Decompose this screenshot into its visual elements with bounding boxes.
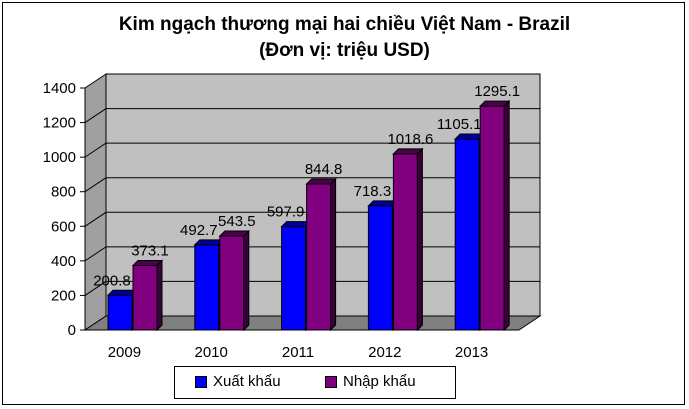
data-label: 1105.1 <box>437 116 482 133</box>
bar <box>107 294 133 331</box>
bar-side <box>416 147 423 332</box>
bar-side <box>243 229 250 332</box>
bar-side <box>156 259 163 332</box>
y-tick-label: 400 <box>51 253 76 270</box>
legend: Xuất khẩu Nhập khẩu <box>174 366 456 399</box>
data-label: 718.3 <box>354 183 392 200</box>
x-tick-label: 2010 <box>195 344 228 361</box>
bar <box>367 205 393 331</box>
data-label: 200.8 <box>93 272 131 289</box>
chart-subtitle: (Đơn vị: triệu USD) <box>259 40 430 61</box>
legend-item-export: Xuất khẩu <box>195 373 281 390</box>
chart-title: Kim ngạch thương mại hai chiều Việt Nam … <box>118 14 571 35</box>
bar <box>194 244 220 331</box>
y-tick-label: 800 <box>51 184 76 201</box>
bar-side <box>330 177 337 332</box>
legend-item-import: Nhập khẩu <box>325 373 416 390</box>
legend-swatch-import <box>325 375 337 388</box>
bar-side <box>503 99 510 332</box>
y-tick-label: 1000 <box>43 149 76 166</box>
data-label: 597.9 <box>267 204 305 221</box>
bar <box>454 138 480 331</box>
x-tick-label: 2013 <box>455 344 488 361</box>
bar <box>392 153 418 331</box>
bar <box>306 183 332 331</box>
data-label: 373.1 <box>131 243 169 260</box>
legend-label-export: Xuất khẩu <box>213 373 281 390</box>
y-tick-label: 1400 <box>43 80 76 97</box>
x-tick-label: 2012 <box>368 344 401 361</box>
data-label: 1295.1 <box>474 83 520 100</box>
legend-swatch-export <box>195 375 207 388</box>
y-tick-label: 200 <box>51 287 76 304</box>
data-label: 844.8 <box>305 161 343 178</box>
gridline <box>84 142 540 158</box>
plot-side-wall <box>84 73 107 331</box>
y-tick-label: 600 <box>51 218 76 235</box>
data-label: 543.5 <box>218 213 256 230</box>
y-tick-label: 1200 <box>43 115 76 132</box>
bar <box>219 235 245 331</box>
legend-label-import: Nhập khẩu <box>343 373 416 390</box>
bar <box>281 226 307 331</box>
gridline <box>84 108 540 123</box>
y-tick-label: 0 <box>68 322 76 339</box>
x-tick-label: 2011 <box>282 344 314 361</box>
data-label: 492.7 <box>180 222 218 239</box>
bar <box>479 105 505 331</box>
x-tick-label: 2009 <box>108 344 141 361</box>
data-label: 1018.6 <box>387 131 433 148</box>
bar <box>132 265 158 331</box>
